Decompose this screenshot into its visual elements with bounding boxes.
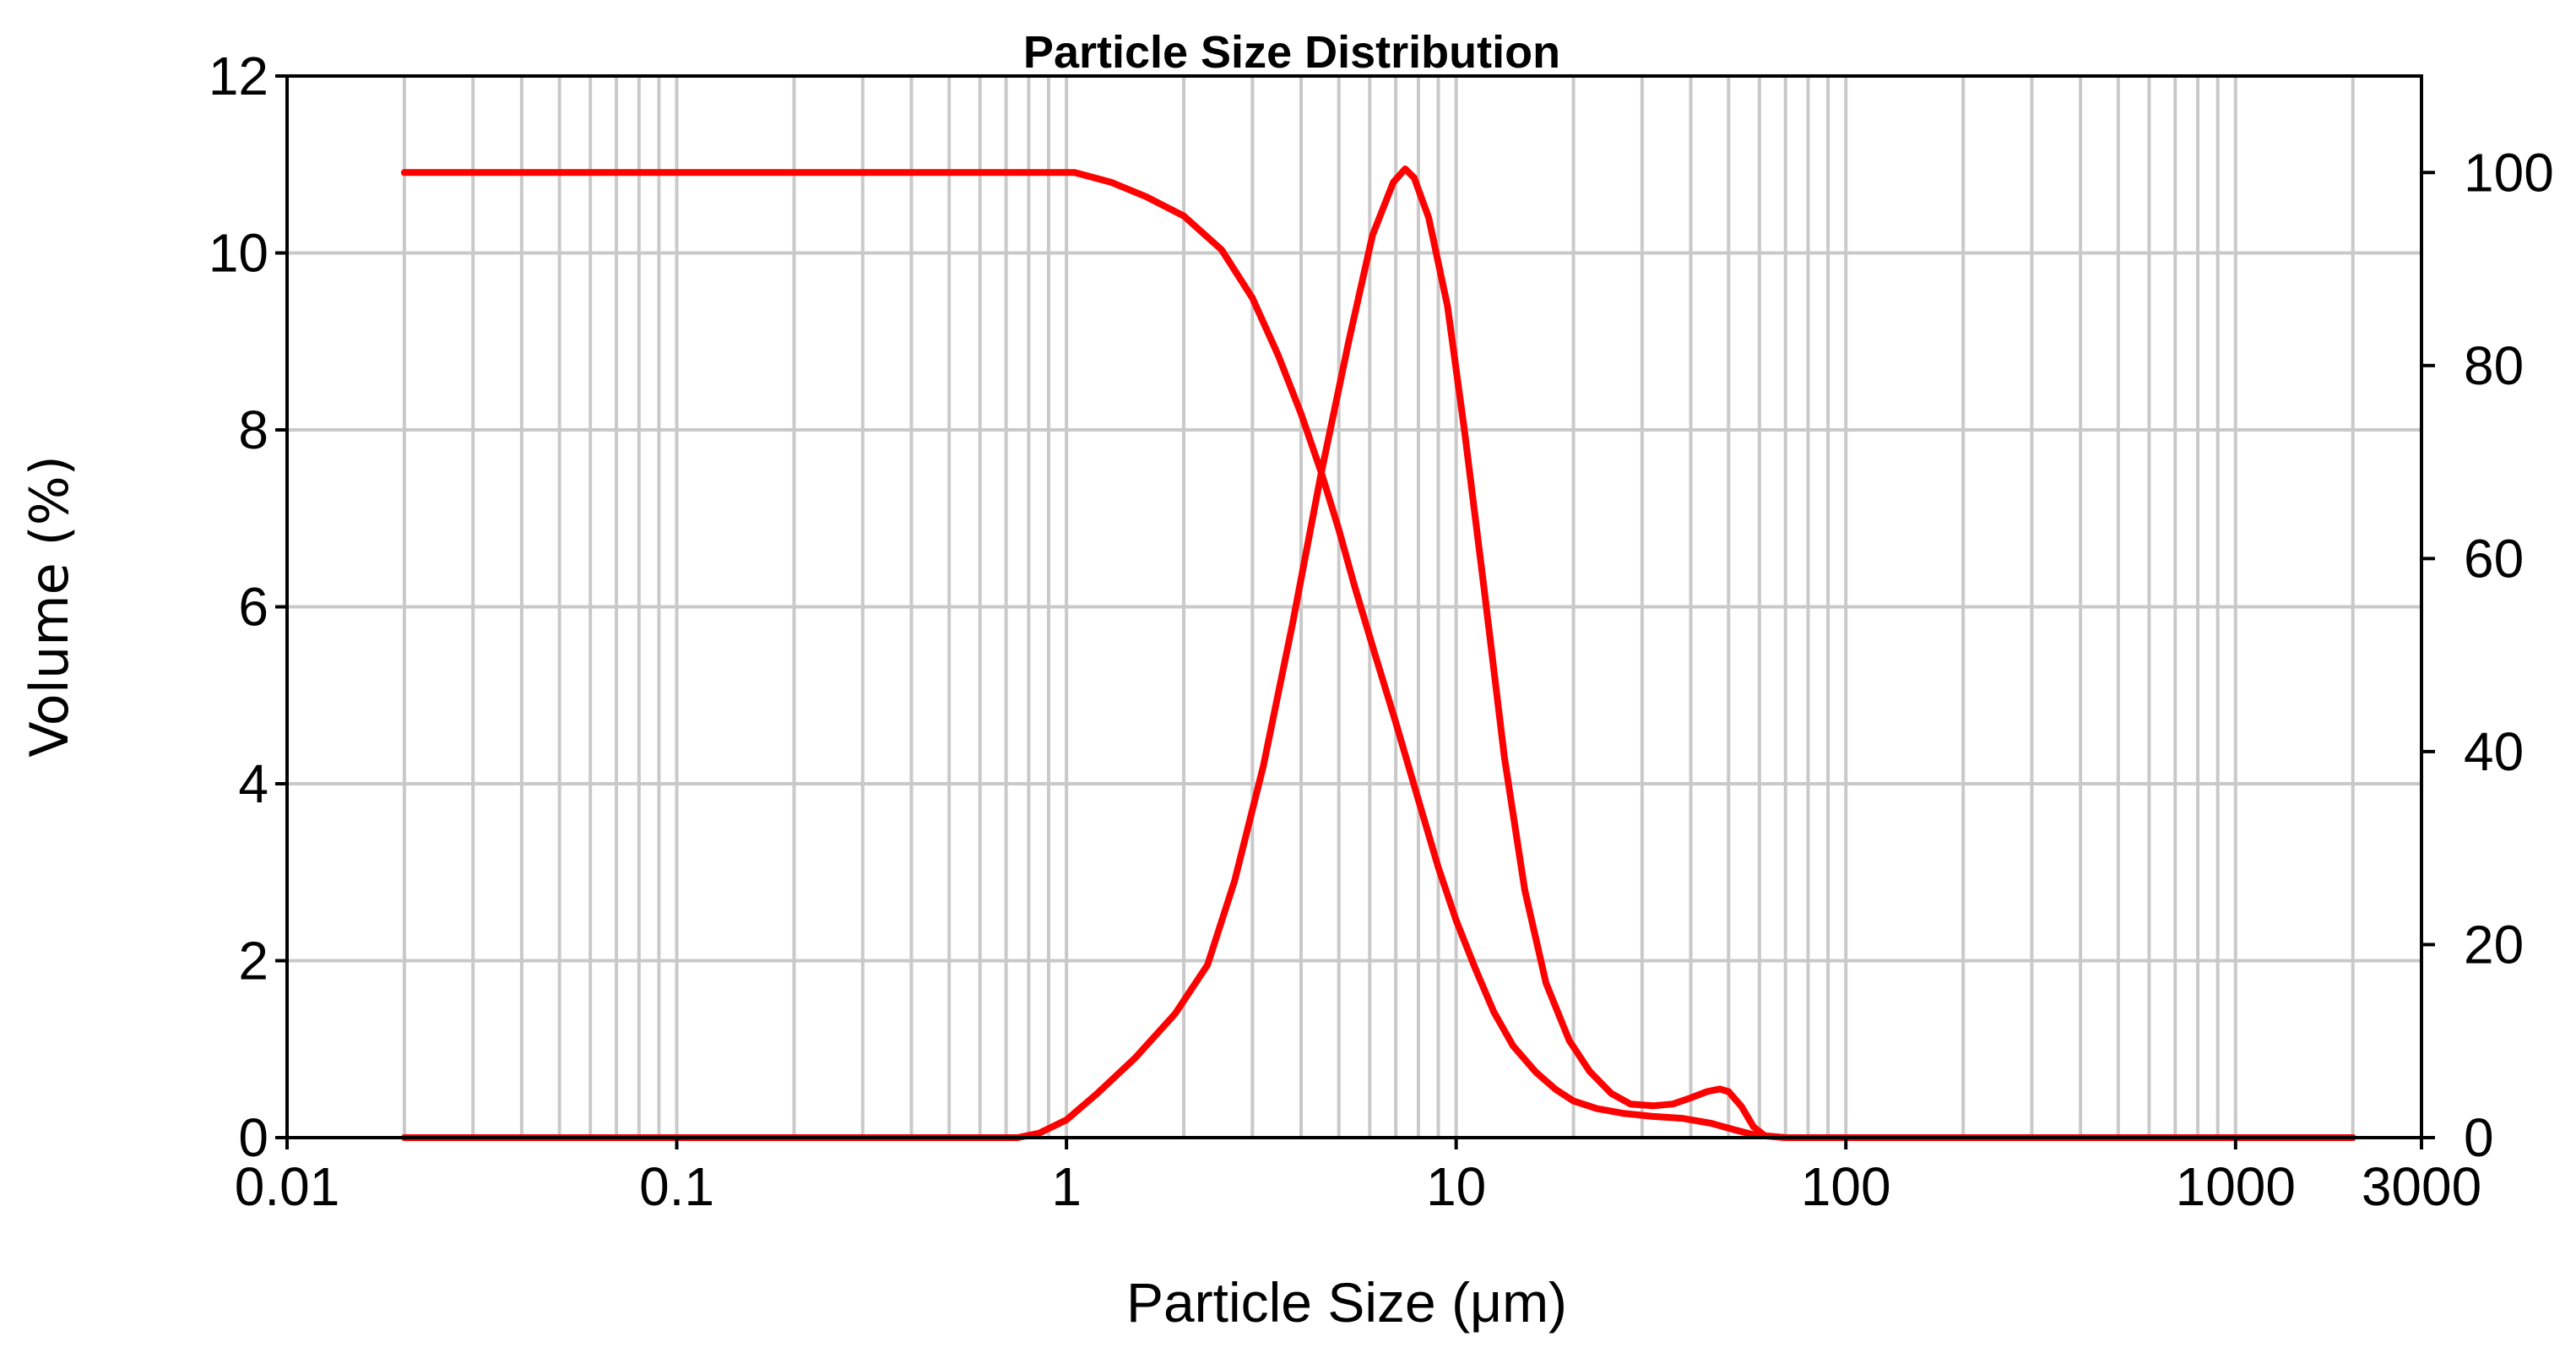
x-tick-label: 10 [1426, 1156, 1486, 1217]
y-tick-label: 10 [209, 223, 268, 284]
x-tick-label: 100 [1801, 1156, 1891, 1217]
y-tick-label: 12 [209, 46, 268, 106]
data-series [400, 166, 2356, 1141]
y-tick-label: 2 [238, 931, 268, 992]
x-tick-label: 0.1 [639, 1156, 714, 1217]
axis-ticks [275, 74, 2435, 1149]
y2-tick-label: 20 [2464, 914, 2524, 975]
cumulative-volume-line [400, 169, 2356, 1141]
x-tick-label: 1000 [2176, 1156, 2296, 1217]
y-axis-label: Volume (%) [19, 455, 80, 758]
y2-tick-label: 80 [2464, 335, 2524, 396]
y-tick-label: 0 [238, 1107, 268, 1168]
y-tick-label: 6 [238, 577, 268, 638]
x-tick-label: 3000 [2362, 1156, 2481, 1217]
grid-lines [287, 76, 2421, 1138]
y2-tick-labels: 0 20 40 60 80 100 [2464, 142, 2554, 1168]
y2-tick-label: 40 [2464, 721, 2524, 782]
x-axis-label: Particle Size (μm) [1126, 1271, 1567, 1334]
y-tick-label: 8 [238, 399, 268, 460]
y2-tick-label: 0 [2464, 1107, 2494, 1168]
x-tick-label: 0.01 [235, 1156, 340, 1217]
volume-density-line [400, 166, 2356, 1141]
y2-tick-label: 100 [2464, 142, 2554, 203]
chart-title: Particle Size Distribution [1023, 27, 1560, 78]
y-tick-labels: 0 2 4 6 8 10 12 [209, 46, 268, 1168]
x-tick-labels: 0.01 0.1 1 10 100 1000 3000 [235, 1156, 2481, 1217]
y2-tick-label: 60 [2464, 528, 2524, 589]
y-tick-label: 4 [238, 753, 268, 814]
x-tick-label: 1 [1051, 1156, 1082, 1217]
